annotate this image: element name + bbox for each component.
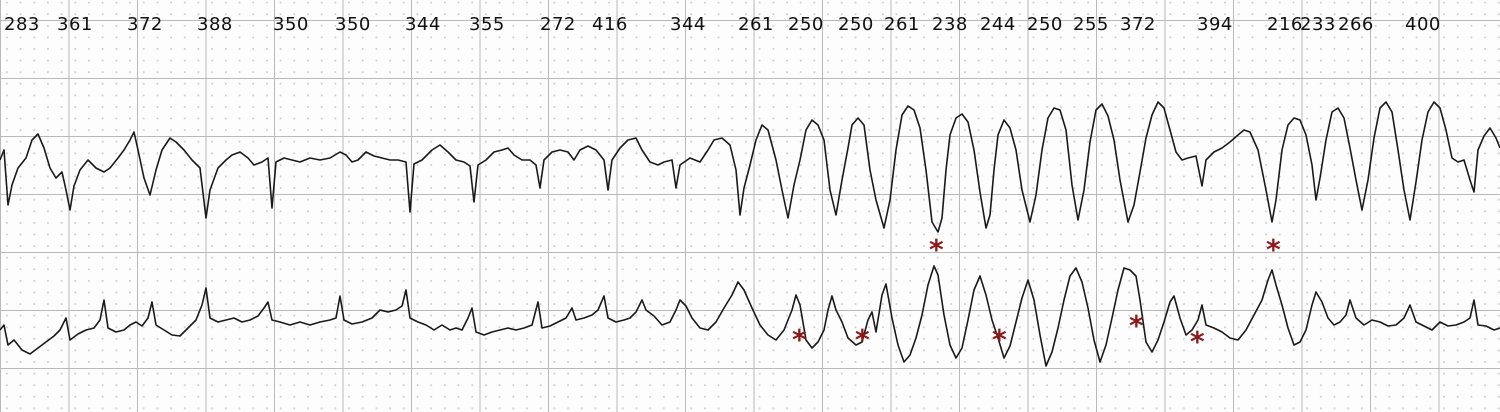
rr-interval-label: 416 (592, 14, 628, 35)
rr-interval-label: 400 (1405, 14, 1441, 35)
rr-interval-label: 388 (197, 14, 233, 35)
rr-interval-label: 255 (1073, 14, 1109, 35)
asterisk-marker: * (792, 323, 807, 356)
rr-interval-label: 283 (4, 14, 40, 35)
rr-interval-label: 250 (1027, 14, 1063, 35)
ecg-trace-upper (0, 101, 1500, 233)
rr-interval-label: 250 (788, 14, 824, 35)
rr-interval-label: 261 (884, 14, 920, 35)
rr-interval-label: 244 (980, 14, 1016, 35)
rr-interval-label: 355 (469, 14, 505, 35)
asterisk-marker: * (1190, 325, 1205, 358)
asterisk-marker: * (855, 323, 870, 356)
asterisk-marker: * (1129, 309, 1144, 342)
rr-interval-label: 238 (932, 14, 968, 35)
asterisk-marker: * (992, 323, 1007, 356)
ecg-trace-lower (0, 265, 1500, 367)
rr-interval-label: 350 (335, 14, 371, 35)
rr-interval-label: 344 (405, 14, 441, 35)
rr-interval-label: 350 (273, 14, 309, 35)
rr-interval-row: 283 361 372 388 350 350 344 355 272 416 … (0, 0, 1500, 40)
rr-interval-label: 361 (57, 14, 93, 35)
rr-interval-label: 266 (1338, 14, 1374, 35)
rr-interval-label: 372 (127, 14, 163, 35)
rr-interval-label: 344 (670, 14, 706, 35)
asterisk-marker: * (929, 233, 944, 266)
rr-interval-label: 394 (1197, 14, 1233, 35)
rr-interval-label: 216 (1267, 14, 1303, 35)
rr-interval-label: 272 (540, 14, 576, 35)
rr-interval-label: 233 (1300, 14, 1336, 35)
rr-interval-label: 372 (1120, 14, 1156, 35)
asterisk-marker: * (1266, 233, 1281, 266)
rr-interval-label: 250 (838, 14, 874, 35)
rr-interval-label: 261 (738, 14, 774, 35)
